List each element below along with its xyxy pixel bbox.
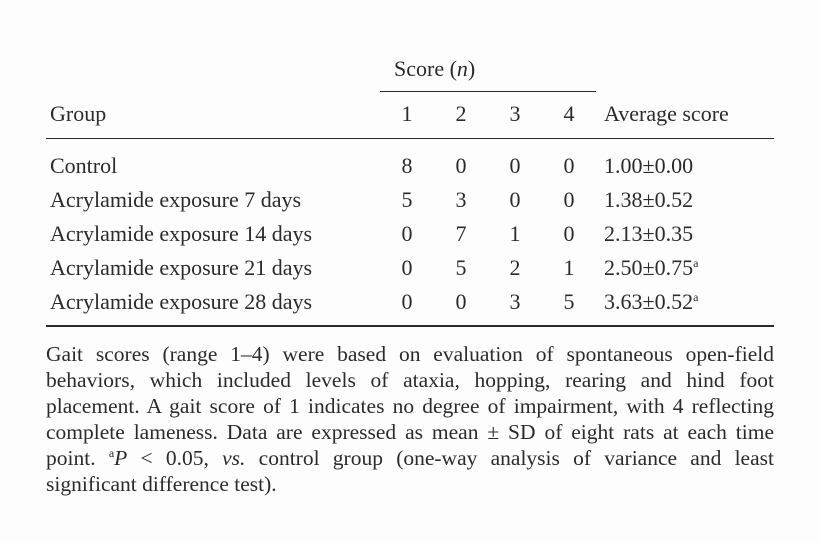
table-footnote: Gait scores (range 1–4) were based on ev…: [46, 342, 774, 496]
count-cell: 3: [509, 289, 521, 314]
average-cell: 3.63±0.52a: [604, 289, 699, 314]
group-cell: Acrylamide exposure 14 days: [50, 221, 313, 246]
count-cell: 0: [401, 255, 413, 280]
table-figure: Score (n) Group 1 2 3 4 Average score Co…: [46, 36, 774, 497]
average-cell: 2.13±0.35: [604, 221, 694, 246]
count-cell: 0: [509, 153, 521, 178]
average-cell: 1.00±0.00: [604, 153, 694, 178]
average-cell: 1.38±0.52: [604, 187, 694, 212]
count-cell: 5: [401, 187, 413, 212]
average-cell: 2.50±0.75a: [604, 255, 699, 280]
count-cell: 0: [455, 153, 467, 178]
score-1-header: 1: [401, 101, 413, 126]
count-cell: 0: [401, 221, 413, 246]
header-row-top: Score (n): [46, 36, 774, 92]
table-row: Control 8 0 0 0 1.00±0.00: [46, 139, 774, 184]
score-4-header: 4: [563, 101, 575, 126]
header-row: Group 1 2 3 4 Average score: [46, 90, 774, 139]
count-cell: 2: [509, 255, 521, 280]
count-cell: 0: [401, 289, 413, 314]
count-cell: 0: [563, 187, 575, 212]
count-cell: 0: [455, 289, 467, 314]
gait-score-table: Score (n) Group 1 2 3 4 Average score Co…: [46, 36, 774, 327]
count-cell: 1: [563, 255, 575, 280]
significance-mark: a: [693, 290, 699, 304]
group-cell: Acrylamide exposure 28 days: [50, 289, 313, 314]
table-row: Acrylamide exposure 7 days 5 3 0 0 1.38±…: [46, 183, 774, 217]
count-cell: 0: [563, 153, 575, 178]
group-header: Group: [50, 101, 107, 126]
score-2-header: 2: [455, 101, 467, 126]
group-cell: Acrylamide exposure 7 days: [50, 187, 302, 212]
count-cell: 1: [509, 221, 521, 246]
table-row: Acrylamide exposure 21 days 0 5 2 1 2.50…: [46, 251, 774, 285]
count-cell: 7: [455, 221, 467, 246]
count-cell: 0: [509, 187, 521, 212]
group-cell: Acrylamide exposure 21 days: [50, 255, 313, 280]
significance-mark: a: [693, 256, 699, 270]
count-cell: 5: [455, 255, 467, 280]
group-cell: Control: [50, 153, 118, 178]
count-cell: 3: [455, 187, 467, 212]
score-3-header: 3: [509, 101, 521, 126]
score-header: Score (n): [380, 36, 596, 92]
table-row: Acrylamide exposure 28 days 0 0 3 5 3.63…: [46, 285, 774, 326]
table-row: Acrylamide exposure 14 days 0 7 1 0 2.13…: [46, 217, 774, 251]
count-cell: 0: [563, 221, 575, 246]
average-header: Average score: [604, 101, 729, 126]
score-underline: [380, 91, 596, 92]
count-cell: 8: [401, 153, 413, 178]
count-cell: 5: [563, 289, 575, 314]
